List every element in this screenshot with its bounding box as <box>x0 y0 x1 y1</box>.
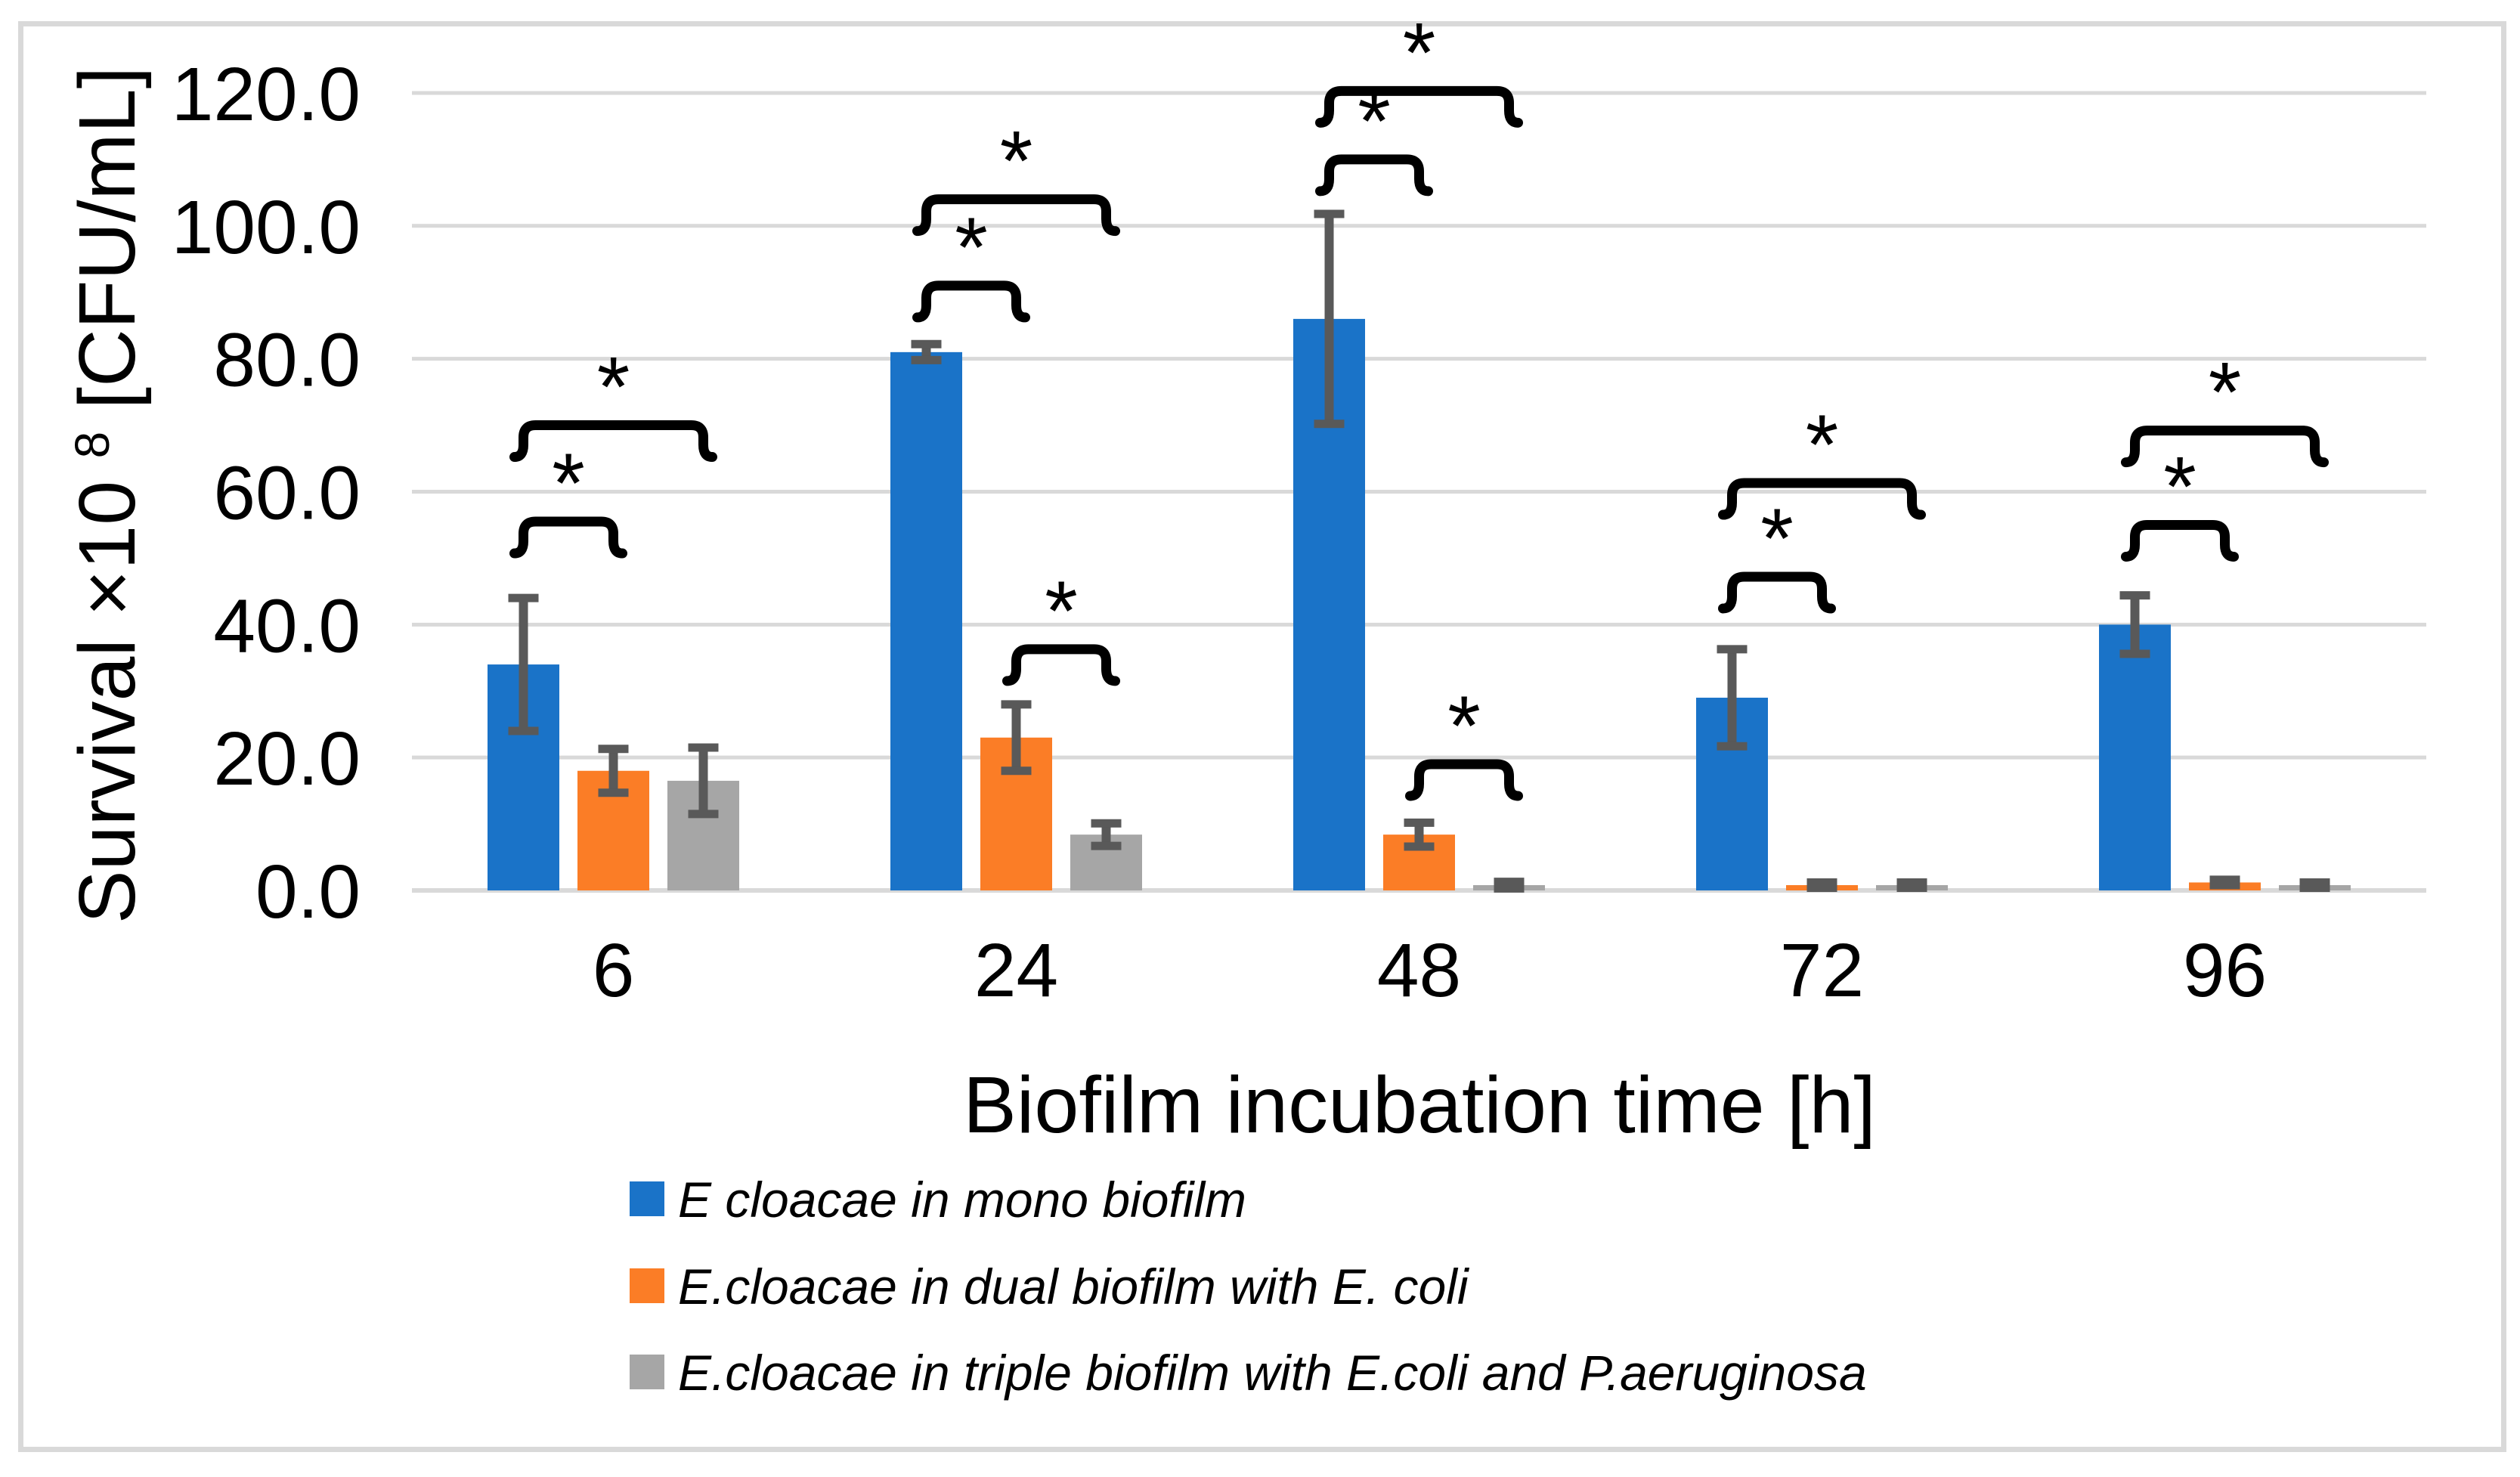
x-axis-category-labels: 6 24 48 72 96 <box>593 928 2267 1013</box>
legend-item-mono: E cloacae in mono biofilm <box>630 1172 1246 1228</box>
error-bar-series1-24h <box>1001 700 1032 776</box>
y-axis-tick-labels: 120.0 100.0 80.0 60.0 40.0 20.0 0.0 <box>172 52 361 934</box>
x-axis-title: Biofilm incubation time [h] <box>963 1061 1876 1150</box>
bracket-line <box>2121 519 2239 562</box>
significance-bracket-24h-s1-s2: * <box>1002 564 1120 686</box>
error-bar-series0-6h <box>508 593 539 735</box>
significance-bracket-96h-s0-s2: * <box>2121 345 2329 468</box>
x-category-label-48h: 48 <box>1377 928 1461 1013</box>
y-tick-label-40.0: 40.0 <box>213 584 361 668</box>
x-category-label-6h: 6 <box>593 928 635 1013</box>
error-bar-series2-96h <box>2299 878 2330 892</box>
significance-asterisk: * <box>1403 5 1436 100</box>
error-bar-series1-72h <box>1806 878 1837 892</box>
y-tick-label-100.0: 100.0 <box>172 185 361 270</box>
y-tick-label-20.0: 20.0 <box>213 717 361 801</box>
significance-bracket-48h-s0-s2: * <box>1315 5 1523 128</box>
significance-asterisk: * <box>552 436 585 531</box>
bracket-line <box>1718 571 1836 614</box>
y-tick-label-120.0: 120.0 <box>172 52 361 137</box>
bracket-line <box>1315 154 1433 197</box>
error-bar-series2-48h <box>1494 878 1525 893</box>
legend-swatch-dual <box>630 1268 664 1303</box>
error-bar-series0-24h <box>911 339 942 364</box>
y-axis-title-prefix: Survival ×10 <box>63 481 152 924</box>
significance-bracket-72h-s0-s2: * <box>1718 398 1926 520</box>
significance-asterisk: * <box>1806 398 1839 492</box>
bracket-line <box>912 280 1030 323</box>
significance-asterisk: * <box>1760 491 1794 586</box>
bracket-line <box>1315 85 1523 128</box>
bracket-line <box>509 516 627 559</box>
significance-asterisk: * <box>1045 564 1078 658</box>
y-tick-label-0.0: 0.0 <box>255 850 361 934</box>
error-bar-series0-72h <box>1717 645 1748 751</box>
y-tick-label-60.0: 60.0 <box>213 451 361 535</box>
legend-label-mono: E cloacae in mono biofilm <box>678 1172 1246 1228</box>
bar-series0-96h <box>2099 624 2171 890</box>
error-bar-series2-24h <box>1091 819 1122 850</box>
significance-bracket-24h-s0-s1: * <box>912 200 1030 323</box>
legend: E cloacae in mono biofilm E.cloacae in d… <box>630 1172 1867 1401</box>
bracket-line <box>509 420 717 463</box>
bracket-line <box>1718 478 1926 520</box>
legend-item-dual: E.cloacae in dual biofilm with E. coli <box>630 1259 1470 1314</box>
bracket-line <box>912 194 1120 237</box>
significance-bracket-48h-s1-s2: * <box>1405 679 1523 801</box>
figure-border <box>18 21 2506 1452</box>
bar-series0-24h <box>890 351 962 890</box>
significance-asterisk: * <box>597 340 630 435</box>
significance-asterisk: * <box>1000 114 1033 209</box>
x-category-label-96h: 96 <box>2183 928 2267 1013</box>
significance-asterisk: * <box>1447 679 1481 773</box>
legend-label-triple: E.cloacae in triple biofilm with E.coli … <box>678 1345 1867 1401</box>
significance-bracket-6h-s0-s2: * <box>509 340 717 463</box>
significance-bracket-72h-s0-s1: * <box>1718 491 1836 614</box>
significance-bracket-96h-s0-s1: * <box>2121 439 2239 562</box>
y-axis-title-suffix: [CFU/mL] <box>63 67 152 409</box>
legend-swatch-triple <box>630 1355 664 1389</box>
y-axis-title: Survival ×10 8 [CFU/mL] <box>37 67 152 924</box>
error-bar-series1-96h <box>2209 875 2240 890</box>
error-bar-series0-48h <box>1314 209 1345 429</box>
error-bars <box>508 209 2330 893</box>
bracket-line <box>2121 426 2329 468</box>
significance-asterisk: * <box>955 200 988 295</box>
significance-asterisk: * <box>2163 439 2196 534</box>
bracket-line <box>1002 644 1120 686</box>
x-category-label-72h: 72 <box>1780 928 1864 1013</box>
gridlines <box>412 91 2426 893</box>
y-tick-label-80.0: 80.0 <box>213 318 361 403</box>
legend-label-dual: E.cloacae in dual biofilm with E. coli <box>678 1259 1470 1314</box>
significance-asterisk: * <box>2209 345 2242 440</box>
legend-swatch-mono <box>630 1181 664 1216</box>
error-bar-series0-96h <box>2119 591 2150 658</box>
error-bar-series2-72h <box>1896 878 1927 892</box>
bracket-line <box>1405 759 1523 801</box>
significance-brackets: ********** ** <box>509 5 2329 801</box>
significance-bracket-6h-s0-s1: * <box>509 436 627 559</box>
error-bar-series2-6h <box>688 743 719 819</box>
y-axis-title-superscript: 8 <box>65 432 119 459</box>
error-bar-series1-6h <box>598 745 629 797</box>
significance-bracket-24h-s0-s2: * <box>912 114 1120 237</box>
error-bar-series1-48h <box>1404 818 1435 851</box>
bars <box>488 318 2351 890</box>
x-category-label-24h: 24 <box>974 928 1058 1013</box>
legend-item-triple: E.cloacae in triple biofilm with E.coli … <box>630 1345 1867 1401</box>
